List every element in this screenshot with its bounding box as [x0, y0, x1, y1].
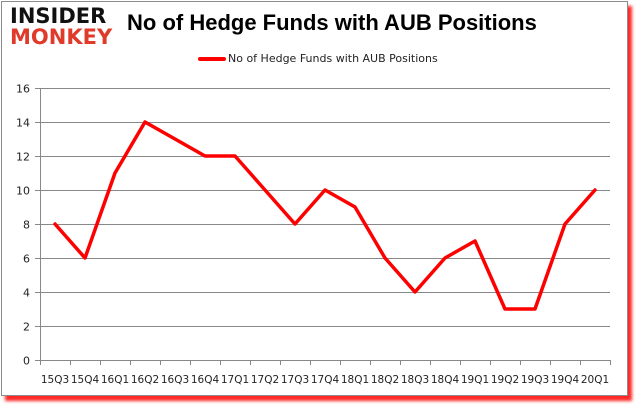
legend-line-swatch-icon	[198, 56, 226, 61]
x-tick-label: 19Q3	[521, 374, 549, 386]
data-series-line	[53, 120, 597, 311]
y-tick-label: 10	[16, 185, 30, 198]
x-tick-label: 16Q1	[101, 374, 129, 386]
x-tick-label: 17Q2	[251, 374, 279, 386]
x-tick-label: 15Q4	[71, 374, 100, 386]
x-tick-label: 17Q1	[221, 374, 249, 386]
x-tick-label: 17Q4	[311, 374, 340, 386]
y-tick-label: 4	[23, 287, 30, 300]
x-tick-label: 17Q3	[281, 374, 309, 386]
y-tick-label: 0	[23, 355, 30, 368]
x-tick-label: 18Q4	[431, 374, 460, 386]
x-tick-label: 19Q4	[551, 374, 580, 386]
y-tick-label: 8	[23, 219, 30, 232]
y-tick-label: 2	[23, 321, 30, 334]
y-tick-label: 12	[16, 151, 30, 164]
x-tick-label: 15Q3	[41, 374, 69, 386]
x-tick-label: 16Q2	[131, 374, 159, 386]
legend-label: No of Hedge Funds with AUB Positions	[228, 52, 438, 65]
x-tick-label: 20Q1	[581, 374, 609, 386]
x-tick-label: 16Q4	[191, 374, 220, 386]
x-tick-label: 16Q3	[161, 374, 189, 386]
chart-legend: No of Hedge Funds with AUB Positions	[198, 52, 438, 65]
x-tick-label: 18Q3	[401, 374, 429, 386]
x-tick-label: 18Q1	[341, 374, 369, 386]
x-tick-label: 19Q2	[491, 374, 519, 386]
logo-line-1: INSIDER	[10, 4, 107, 28]
y-tick-label: 14	[16, 117, 30, 130]
y-tick-label: 6	[23, 253, 30, 266]
insider-monkey-logo: INSIDER MONKEY	[10, 6, 120, 52]
chart-title: No of Hedge Funds with AUB Positions	[127, 10, 537, 35]
x-tick-label: 19Q1	[461, 374, 489, 386]
y-tick-label: 16	[16, 83, 30, 96]
x-tick-label: 18Q2	[371, 374, 399, 386]
logo-line-2: MONKEY	[10, 25, 113, 49]
